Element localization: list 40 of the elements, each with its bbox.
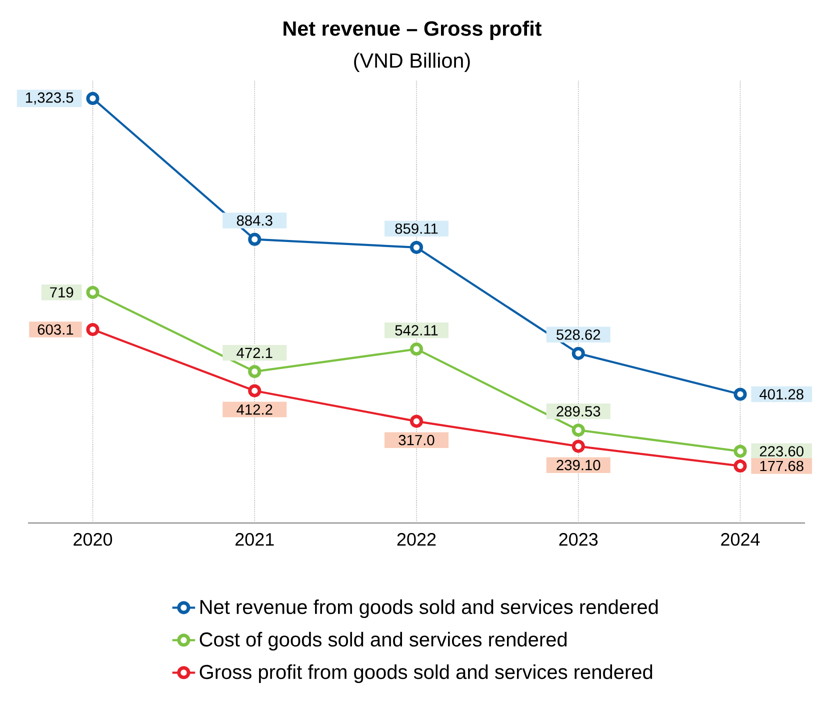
data-label: 412.2 [236, 404, 272, 415]
data-label: 603.1 [38, 324, 74, 335]
data-label: 289.53 [556, 406, 600, 417]
point [572, 424, 585, 437]
point [410, 240, 424, 254]
data-label: 177.68 [760, 460, 804, 472]
legend-label: Cost of goods sold and services rendered [200, 632, 567, 651]
point [410, 414, 424, 428]
point [572, 346, 585, 360]
point [734, 444, 747, 458]
x-tick-label: 2023 [559, 533, 598, 546]
data-label: 472.1 [236, 348, 272, 358]
legend-label: Gross profit from goods sold and services rendered [200, 664, 652, 684]
chart-subtitle: (VND Billion) [354, 52, 470, 72]
data-label: 542.11 [395, 325, 438, 336]
point [248, 384, 262, 398]
point [248, 232, 262, 246]
point [734, 459, 747, 473]
data-label: 859.11 [395, 223, 438, 234]
x-tick-label: 2024 [721, 533, 760, 546]
point [86, 92, 100, 105]
data-label: 317.0 [398, 434, 434, 446]
point [86, 322, 100, 336]
data-label: 239.10 [556, 460, 600, 470]
data-label: 528.62 [556, 329, 600, 340]
x-tick-label: 2021 [236, 533, 274, 546]
data-label: 884.3 [236, 215, 272, 226]
point [572, 440, 585, 453]
point [86, 286, 100, 299]
legend-label: Net revenue from goods sold and services rendered [200, 599, 658, 618]
x-tick-label: 2020 [74, 533, 112, 546]
point [410, 342, 424, 356]
data-label: 1,323.5 [26, 92, 74, 105]
data-label: 719 [50, 287, 74, 298]
chart-title: Net revenue – Gross profit [284, 20, 542, 40]
data-label: 223.60 [760, 446, 804, 456]
data-label: 401.28 [760, 389, 804, 400]
point [248, 365, 262, 378]
x-tick-label: 2022 [397, 533, 436, 546]
point [734, 388, 747, 401]
